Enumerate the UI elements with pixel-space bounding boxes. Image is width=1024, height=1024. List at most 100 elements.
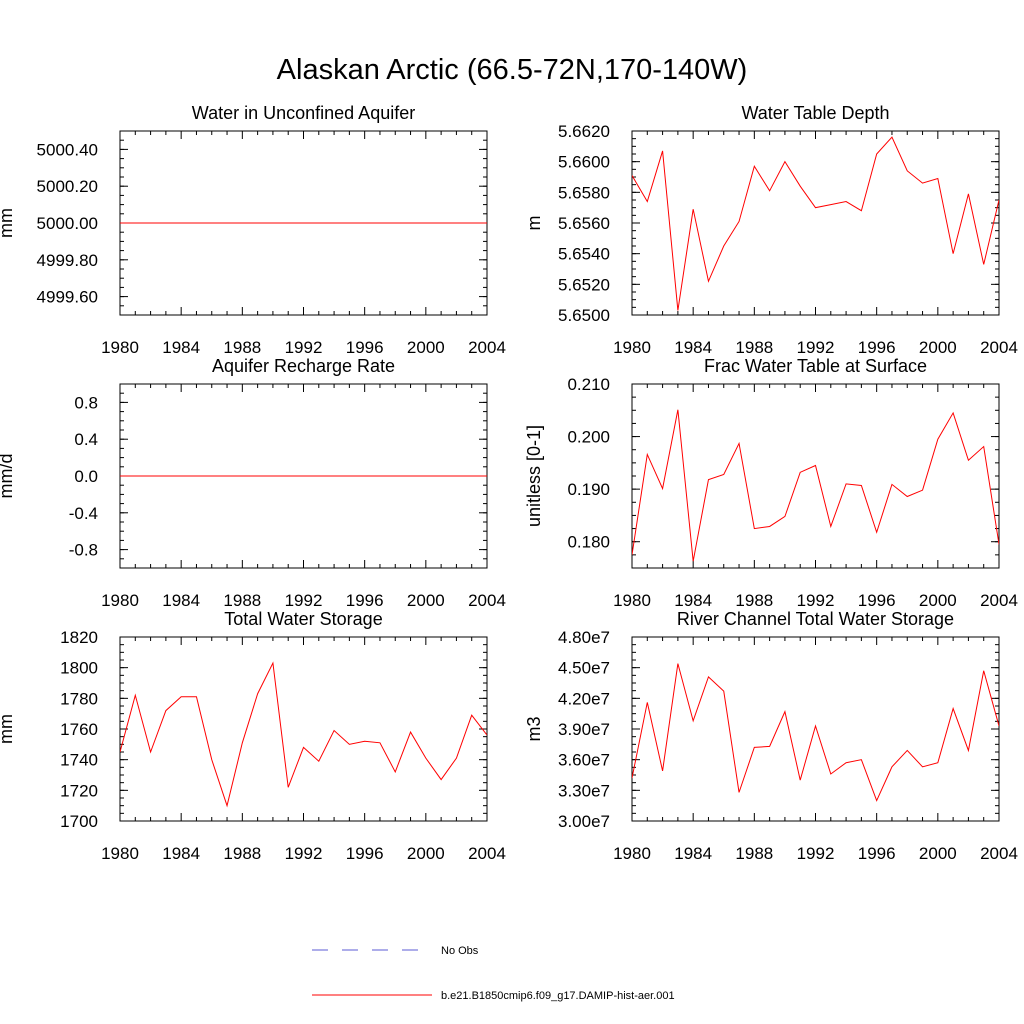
y-tick-label: 5.6580 (558, 183, 610, 202)
x-tick-label: 1988 (223, 844, 261, 863)
y-tick-label: 3.00e7 (558, 812, 610, 831)
y-tick-label: 0.8 (74, 393, 98, 412)
x-tick-label: 1996 (858, 591, 896, 610)
y-tick-label: 1700 (60, 812, 98, 831)
x-tick-label: 1996 (346, 591, 384, 610)
y-tick-label: 1780 (60, 689, 98, 708)
panel-title: Water in Unconfined Aquifer (192, 103, 415, 123)
y-tick-label: 0.180 (567, 533, 610, 552)
y-tick-label: 0.210 (567, 375, 610, 394)
chart-panel-1: 1980 1984 1988 1992 1996 2000 2004 4999.60 4999.… (0, 103, 506, 357)
x-tick-label: 1988 (223, 338, 261, 357)
x-tick-label: 1984 (674, 338, 712, 357)
panel-title: Frac Water Table at Surface (704, 356, 927, 376)
x-tick-label: 1988 (735, 338, 773, 357)
x-tick-label: 1980 (613, 338, 651, 357)
x-tick-label: 2004 (468, 338, 506, 357)
y-tick-label: 5000.20 (37, 177, 98, 196)
y-tick-label: -0.4 (69, 504, 98, 523)
plot-frame (631, 636, 1000, 822)
x-tick-label: 1984 (674, 591, 712, 610)
y-tick-label: 3.90e7 (558, 720, 610, 739)
x-tick-label: 1980 (101, 844, 139, 863)
x-tick-label: 2004 (980, 338, 1018, 357)
y-axis-label: mm (0, 208, 16, 238)
y-tick-label: 5000.00 (37, 214, 98, 233)
series-line-1 (120, 661, 487, 808)
x-tick-label: 2004 (468, 591, 506, 610)
y-tick-label: 4999.60 (37, 288, 98, 307)
y-axis-label: mm/d (0, 454, 16, 499)
x-tick-label: 2000 (407, 338, 445, 357)
x-tick-label: 1980 (613, 591, 651, 610)
y-tick-label: 5.6540 (558, 245, 610, 264)
y-axis-label: unitless [0-1] (524, 425, 544, 527)
y-tick-label: -0.8 (69, 541, 98, 560)
series-line-1 (632, 663, 999, 802)
y-tick-label: 5.6600 (558, 153, 610, 172)
x-tick-label: 1984 (162, 338, 200, 357)
plot-frame (119, 636, 488, 822)
chart-panel-3: 1980 1984 1988 1992 1996 2000 2004 -0.8 -0.4 0.0 0… (0, 356, 506, 610)
legend-obs-label: No Obs (441, 945, 479, 957)
y-tick-label: 1720 (60, 781, 98, 800)
plot-frame (631, 130, 1000, 316)
y-tick-label: 5000.40 (37, 140, 98, 159)
x-tick-label: 1980 (101, 591, 139, 610)
x-tick-label: 1980 (101, 338, 139, 357)
x-tick-label: 1992 (797, 844, 835, 863)
chart-panel-4: 1980 1984 1988 1992 1996 2000 2004 0.180 0.190 0.… (524, 356, 1018, 610)
y-tick-label: 5.6620 (558, 122, 610, 141)
x-tick-label: 2000 (919, 338, 957, 357)
x-tick-label: 1996 (858, 844, 896, 863)
y-axis-label: m (524, 216, 544, 231)
panels: 1980 1984 1988 1992 1996 2000 2004 4999.60 4999.… (0, 103, 1018, 863)
y-tick-label: 4.50e7 (558, 659, 610, 678)
y-tick-label: 1820 (60, 628, 98, 647)
page-title: Alaskan Arctic (66.5-72N,170-140W) (276, 54, 748, 86)
y-tick-label: 5.6520 (558, 275, 610, 294)
x-tick-label: 1992 (285, 338, 323, 357)
panel-title: River Channel Total Water Storage (677, 609, 954, 629)
x-tick-label: 1992 (285, 844, 323, 863)
x-tick-label: 2004 (980, 591, 1018, 610)
x-tick-label: 1984 (162, 591, 200, 610)
series-line-1 (632, 409, 999, 562)
y-tick-label: 5.6500 (558, 306, 610, 325)
y-tick-label: 4.20e7 (558, 689, 610, 708)
series-line-1 (632, 136, 999, 311)
legend: No Obs b.e21.B1850cmip6.f09_g17.DAMIP-hi… (312, 945, 675, 1002)
x-tick-label: 2000 (919, 591, 957, 610)
chart-panel-6: 1980 1984 1988 1992 1996 2000 2004 3.00e7 3.30e7… (524, 609, 1018, 863)
x-tick-label: 1996 (346, 844, 384, 863)
y-tick-label: 1740 (60, 751, 98, 770)
y-tick-label: 4.80e7 (558, 628, 610, 647)
x-tick-label: 1992 (797, 591, 835, 610)
x-tick-label: 1992 (285, 591, 323, 610)
x-tick-label: 1980 (613, 844, 651, 863)
x-tick-label: 2004 (468, 844, 506, 863)
x-tick-label: 1988 (223, 591, 261, 610)
y-tick-label: 0.200 (567, 428, 610, 447)
y-tick-label: 1760 (60, 720, 98, 739)
x-tick-label: 1988 (735, 844, 773, 863)
y-tick-label: 4999.80 (37, 251, 98, 270)
panel-title: Aquifer Recharge Rate (212, 356, 395, 376)
chart-panel-5: 1980 1984 1988 1992 1996 2000 2004 1700 1720 1740… (0, 609, 506, 863)
y-tick-label: 0.190 (567, 480, 610, 499)
x-tick-label: 2000 (407, 844, 445, 863)
y-axis-label: mm (0, 714, 16, 744)
panel-title: Total Water Storage (224, 609, 382, 629)
y-tick-label: 3.60e7 (558, 751, 610, 770)
x-tick-label: 2004 (980, 844, 1018, 863)
x-tick-label: 2000 (407, 591, 445, 610)
y-tick-label: 0.4 (74, 430, 98, 449)
y-tick-label: 0.0 (74, 467, 98, 486)
x-tick-label: 1996 (346, 338, 384, 357)
x-tick-label: 1992 (797, 338, 835, 357)
x-tick-label: 1988 (735, 591, 773, 610)
y-axis-label: m3 (524, 716, 544, 741)
plot-frame (631, 383, 1000, 569)
panel-title: Water Table Depth (741, 103, 889, 123)
